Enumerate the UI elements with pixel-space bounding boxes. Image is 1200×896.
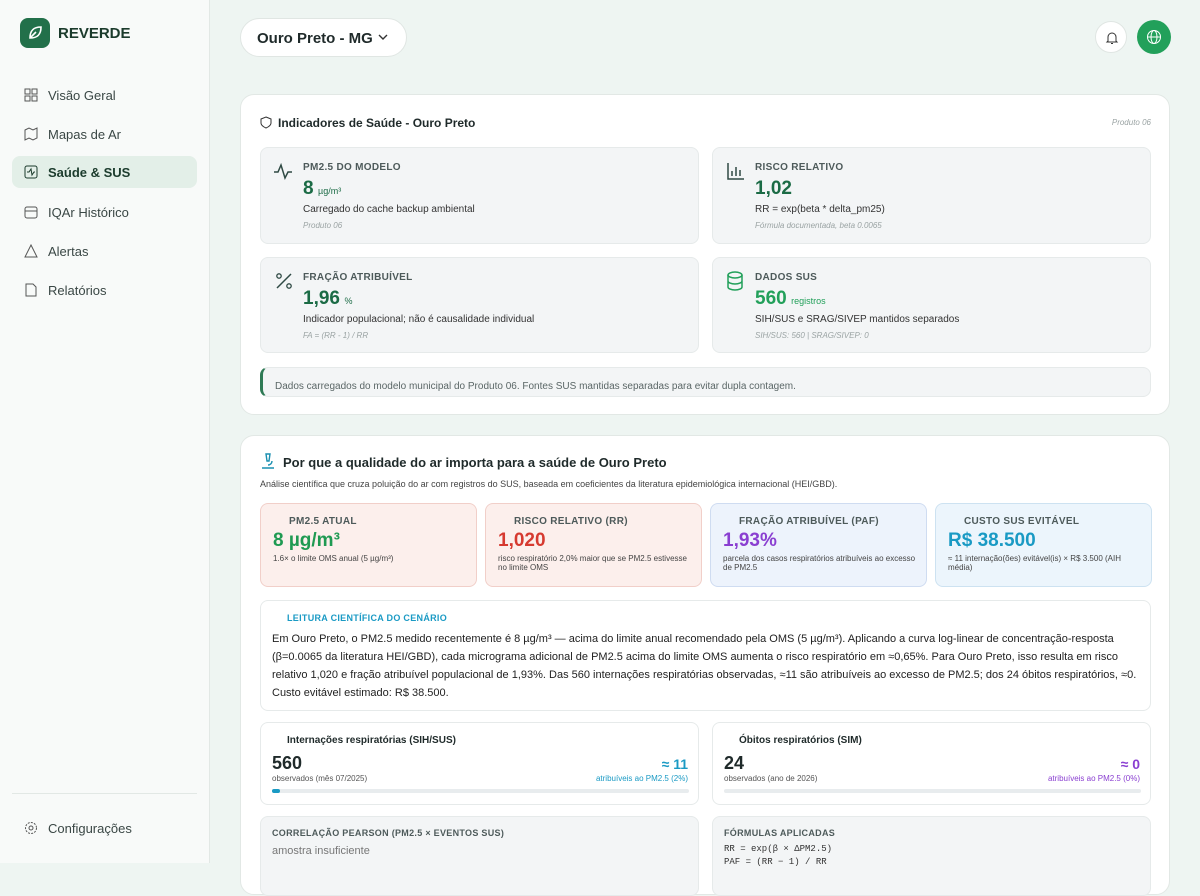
indicator-label: RISCO RELATIVO (755, 162, 844, 173)
stat-desc: ≈ 11 internação(ões) evitável(is) × R$ 3… (948, 554, 1121, 572)
nav-label: Mapas de Ar (48, 127, 121, 142)
page: REVERDE Visão Geral Mapas de Ar Saúde & … (0, 0, 1171, 896)
indicator-label: PM2.5 DO MODELO (303, 162, 401, 173)
card-title: Por que a qualidade do ar importa para a… (283, 455, 667, 470)
indicator-note: Fórmula documentada, beta 0.0065 (755, 221, 882, 230)
divider (12, 793, 197, 794)
microscope-icon (262, 453, 274, 469)
event-period: observados (ano de 2026) (724, 774, 818, 783)
nav-label: Relatórios (48, 283, 107, 298)
indicator-desc: Carregado do cache backup ambiental (303, 204, 475, 215)
indicator-value: 8 (303, 178, 314, 199)
progress-track (724, 789, 1141, 793)
formulas-title: FÓRMULAS APLICADAS (724, 828, 836, 838)
stat-desc: 1.6× o limite OMS anual (5 µg/m³) (273, 554, 394, 563)
location: Ouro Preto - MG (257, 30, 373, 47)
event-title: Internações respiratórias (SIH/SUS) (287, 735, 456, 746)
event-attributable: ≈ 0 (1120, 756, 1140, 772)
stat-label: PM2.5 ATUAL (289, 516, 357, 527)
stat: RISCO RELATIVO (RR) 1,020 risco respirat… (485, 503, 702, 587)
stat-value: 1,020 (498, 530, 546, 551)
stat: PM2.5 ATUAL 8 µg/m³ 1.6× o limite OMS an… (260, 503, 477, 587)
progress-track (272, 789, 689, 793)
event-title: Óbitos respiratórios (SIM) (739, 735, 862, 746)
indicator-value: 560 (755, 288, 787, 309)
nav-label: Saúde & SUS (48, 165, 131, 180)
indicator-value: 1,02 (755, 178, 792, 199)
stat-value: 1,93% (723, 530, 777, 551)
card-title: Indicadores de Saúde - Ouro Preto (278, 116, 476, 130)
indicator-desc: RR = exp(beta * delta_pm25) (755, 204, 885, 215)
indicator: DADOS SUS 560 registros SIH/SUS e SRAG/S… (712, 257, 1151, 353)
stat-value: 8 µg/m³ (273, 530, 340, 551)
location-select[interactable]: Ouro Preto - MG (240, 18, 407, 57)
correlation-status: amostra insuficiente (272, 845, 370, 857)
event-box: Internações respiratórias (SIH/SUS) 560 … (260, 722, 699, 805)
tag: Produto 06 (1111, 118, 1151, 127)
nav-item[interactable]: IQAr Histórico (12, 196, 197, 228)
stat-desc: parcela dos casos respiratórios atribuív… (723, 554, 916, 572)
indicator-desc: SIH/SUS e SRAG/SIVEP mantidos separados (755, 314, 960, 325)
indicator-note: SIH/SUS: 560 | SRAG/SIVEP: 0 (755, 331, 869, 340)
indicator: RISCO RELATIVO 1,02 RR = exp(beta * delt… (712, 147, 1151, 244)
event-attr-note: atribuíveis ao PM2.5 (2%) (595, 774, 688, 783)
nav-item[interactable]: Saúde & SUS (12, 156, 197, 188)
event-attr-note: atribuíveis ao PM2.5 (0%) (1047, 774, 1140, 783)
event-value: 560 (272, 753, 303, 773)
formula: RR = exp(β × ΔPM2.5) (724, 844, 833, 854)
indicator-unit: registros (791, 296, 826, 306)
notice: Dados carregados do modelo municipal do … (260, 367, 1151, 397)
nav-item[interactable]: Visão Geral (12, 79, 197, 111)
stat: FRAÇÃO ATRIBUÍVEL (PAF) 1,93% parcela do… (710, 503, 927, 587)
card-subtitle: Análise científica que cruza poluição do… (260, 479, 838, 489)
event-period: observados (mês 07/2025) (272, 774, 368, 783)
indicator-desc: Indicador populacional; não é causalidad… (303, 314, 535, 325)
nav-label: Visão Geral (48, 88, 116, 103)
event-value: 24 (724, 753, 745, 773)
logo (20, 18, 50, 48)
stat-label: CUSTO SUS EVITÁVEL (964, 516, 1080, 527)
reading-text: Em Ouro Preto, o PM2.5 medido recentemen… (272, 633, 1137, 699)
notifications[interactable] (1095, 21, 1127, 53)
indicator-unit: µg/m³ (318, 186, 342, 196)
stat: CUSTO SUS EVITÁVEL R$ 38.500 ≈ 11 intern… (935, 503, 1152, 587)
sidebar: REVERDE Visão Geral Mapas de Ar Saúde & … (0, 0, 210, 863)
indicator: FRAÇÃO ATRIBUÍVEL 1,96 % Indicador popul… (260, 257, 699, 353)
indicator-label: DADOS SUS (755, 272, 818, 283)
indicator: PM2.5 DO MODELO 8 µg/m³ Carregado do cac… (260, 147, 699, 244)
settings[interactable]: Configurações (12, 812, 197, 844)
indicator-note: Produto 06 (303, 221, 343, 230)
nav-label: Alertas (48, 244, 89, 259)
indicator-note: FA = (RR - 1) / RR (303, 331, 369, 340)
indicator-value: 1,96 (303, 288, 340, 309)
stat-desc: risco respiratório 2,0% maior que se PM2… (498, 554, 687, 572)
progress-fill (272, 789, 280, 793)
shield-icon (260, 116, 272, 129)
correlation-title: CORRELAÇÃO PEARSON (PM2.5 × EVENTOS SUS) (272, 828, 505, 838)
reading: LEITURA CIENTÍFICA DO CENÁRIO Em Ouro Pr… (260, 600, 1151, 711)
brand: REVERDE (58, 25, 131, 42)
nav-item[interactable]: Mapas de Ar (12, 118, 197, 150)
notice-text: Dados carregados do modelo municipal do … (275, 381, 796, 392)
stat-label: FRAÇÃO ATRIBUÍVEL (PAF) (739, 516, 879, 527)
nav-label: IQAr Histórico (48, 205, 129, 220)
event-box: Óbitos respiratórios (SIM) 24 observados… (712, 722, 1151, 805)
stat-value: R$ 38.500 (948, 530, 1036, 551)
indicators-card: Indicadores de Saúde - Ouro Preto Produt… (240, 94, 1170, 415)
stat-label: RISCO RELATIVO (RR) (514, 516, 628, 527)
settings-label: Configurações (48, 821, 132, 836)
chevron (378, 34, 388, 40)
formulas: FÓRMULAS APLICADAS RR = exp(β × ΔPM2.5) … (712, 816, 1151, 896)
event-attributable: ≈ 11 (661, 756, 688, 772)
analysis-card: Por que a qualidade do ar importa para a… (240, 435, 1170, 896)
language[interactable] (1137, 20, 1171, 54)
reading-title: LEITURA CIENTÍFICA DO CENÁRIO (287, 613, 448, 623)
indicator-unit: % (344, 296, 353, 306)
formula: PAF = (RR − 1) / RR (724, 857, 827, 867)
correlation: CORRELAÇÃO PEARSON (PM2.5 × EVENTOS SUS)… (260, 816, 699, 896)
nav-item[interactable]: Relatórios (12, 274, 197, 306)
nav-item[interactable]: Alertas (12, 235, 197, 267)
indicator-label: FRAÇÃO ATRIBUÍVEL (303, 272, 413, 283)
